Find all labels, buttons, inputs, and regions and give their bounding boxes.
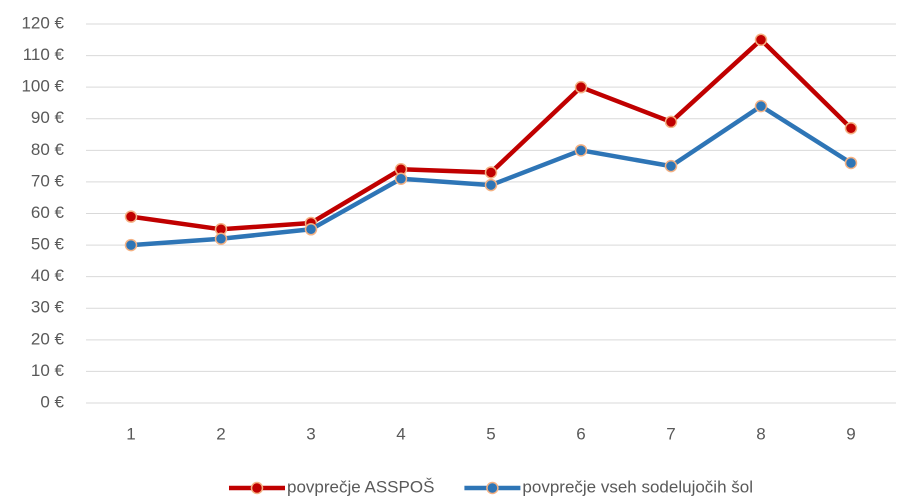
data-point [844,121,858,135]
x-tick-label: 8 [756,424,765,443]
x-tick-label: 3 [306,424,315,443]
legend: povprečje ASSPOŠ povprečje vseh sodelujoč… [228,477,753,496]
data-point [664,115,678,129]
data-point [754,33,768,47]
y-tick-label: 90 € [31,108,65,127]
data-point [124,210,138,223]
x-tick-label: 9 [846,424,855,443]
y-tick-label: 70 € [31,171,65,190]
x-tick-label: 6 [576,424,585,443]
series-line [130,37,853,232]
data-point [754,99,768,113]
y-tick-label: 60 € [31,203,65,222]
legend-label: povprečje vseh sodelujočih šol [522,477,753,496]
data-point [304,223,318,236]
x-tick-label: 4 [396,424,405,443]
data-point [124,238,138,252]
x-tick-label: 7 [666,424,675,443]
data-point [394,172,408,186]
y-tick-label: 50 € [31,235,65,254]
y-tick-label: 120 € [21,13,64,32]
x-tick-label: 2 [216,424,225,443]
data-point [844,156,858,170]
x-tick-label: 5 [486,424,495,443]
data-point [574,144,588,157]
data-point [484,166,498,179]
legend-marker [486,481,499,495]
y-tick-label: 100 € [21,77,64,96]
legend-marker [250,481,264,495]
data-point [664,159,678,173]
y-tick-label: 40 € [31,266,65,285]
legend-label: povprečje ASSPOŠ [287,477,434,496]
data-point [574,80,588,94]
x-tick-label: 1 [126,424,135,443]
y-tick-label: 80 € [31,140,65,159]
y-tick-label: 110 € [23,45,65,64]
y-tick-label: 0 € [40,392,64,411]
data-point [484,178,498,192]
data-point [214,232,228,246]
y-tick-label: 30 € [31,298,65,317]
y-tick-label: 20 € [31,329,65,348]
y-tick-label: 10 € [31,361,65,380]
